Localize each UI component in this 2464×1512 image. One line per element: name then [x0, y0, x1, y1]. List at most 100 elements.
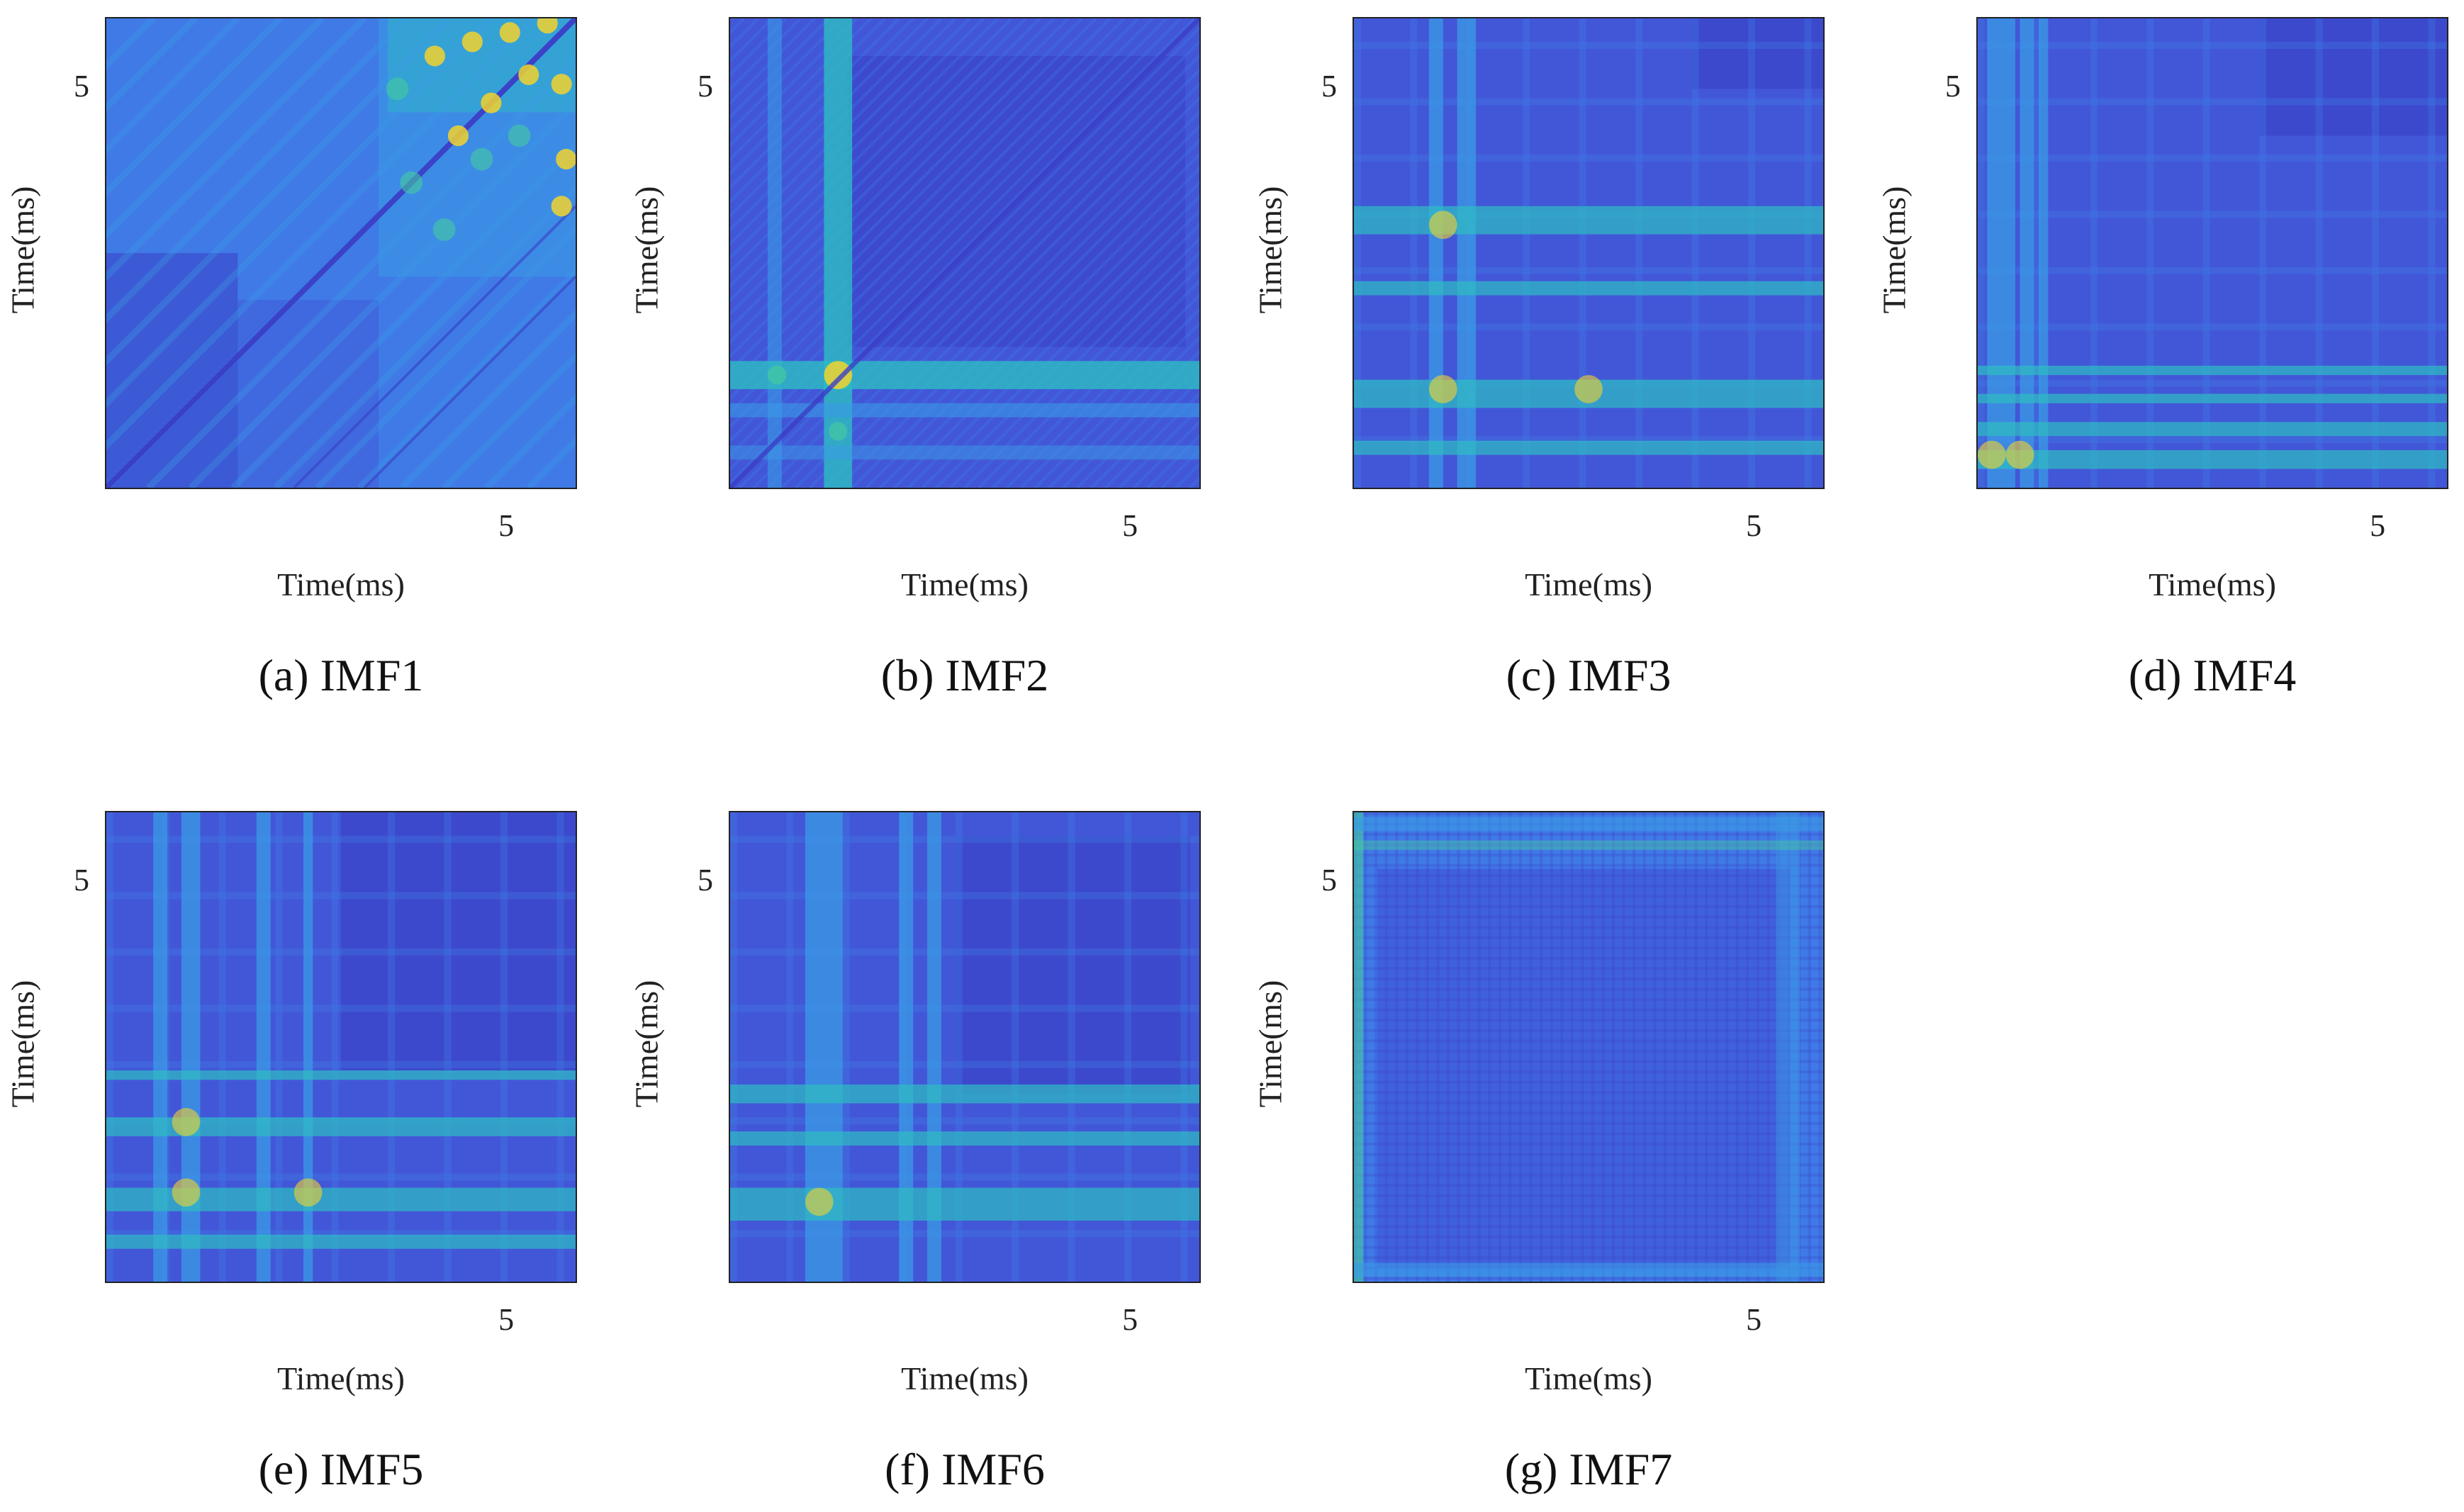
heatmap-hotspot: [461, 31, 483, 52]
heatmap-vertical-band: [1818, 812, 1822, 1282]
heatmap-vertical-band: [1633, 812, 1636, 1282]
heatmap-vertical-band: [1622, 812, 1625, 1282]
heatmap-horizontal-band: [1354, 1008, 1823, 1012]
panel-imf-e: 5 5 Time(ms) Time(ms) (e) IMF5: [0, 794, 610, 1503]
heatmap-plot-area: [1976, 17, 2448, 489]
heatmap-vertical-band: [1804, 18, 1812, 488]
heatmap-hotspot: [551, 196, 572, 217]
heatmap-horizontal-band: [1354, 1225, 1823, 1228]
heatmap-vertical-band: [927, 812, 941, 1282]
heatmap-vertical-band: [556, 812, 564, 1282]
heatmap-horizontal-band: [1354, 978, 1823, 980]
heatmap-vertical-band: [1715, 812, 1718, 1282]
heatmap-horizontal-band: [1354, 843, 1823, 846]
heatmap-vertical-band: [218, 812, 226, 1282]
heatmap-hotspot: [172, 1178, 201, 1207]
heatmap-hotspot: [518, 64, 539, 86]
heatmap-horizontal-band: [1354, 1204, 1823, 1208]
heatmap-vertical-band: [1725, 812, 1729, 1282]
heatmap-diagonal: [106, 18, 536, 450]
heatmap-vertical-band: [1987, 18, 2002, 488]
heatmap-vertical-band: [2202, 18, 2210, 488]
x-axis-label: Time(ms): [1525, 566, 1652, 603]
heatmap-diagonal: [106, 18, 240, 155]
heatmap-diagonal: [730, 18, 943, 232]
heatmap-vertical-band: [2090, 18, 2098, 488]
heatmap-vertical-band: [842, 812, 850, 1282]
recurrence-heatmap: [106, 18, 576, 488]
heatmap-horizontal-band: [1354, 946, 1823, 950]
y-tick-label: 5: [698, 68, 713, 103]
heatmap-hotspot: [424, 45, 445, 67]
panel-imf-b: 5 5 Time(ms) Time(ms) (b) IMF2: [624, 0, 1233, 709]
panel-imf-d: 5 5 Time(ms) Time(ms) (d) IMF4: [1871, 0, 2464, 709]
heatmap-horizontal-band: [1354, 1173, 1823, 1177]
heatmap-plot-area: [729, 17, 1201, 489]
heatmap-vertical-band: [256, 812, 271, 1282]
heatmap-vertical-band: [388, 812, 396, 1282]
heatmap-horizontal-band: [1354, 1214, 1823, 1218]
heatmap-vertical-band: [1591, 812, 1594, 1282]
heatmap-vertical-band: [1395, 812, 1399, 1282]
heatmap-vertical-band: [1529, 812, 1533, 1282]
heatmap-horizontal-band: [106, 1230, 576, 1238]
heatmap-horizontal-band: [1354, 1060, 1823, 1063]
heatmap-horizontal-band: [730, 1117, 1199, 1125]
heatmap-horizontal-band: [730, 361, 1199, 389]
y-axis-label: Time(ms): [4, 186, 41, 314]
heatmap-block: [388, 18, 576, 113]
x-tick-label: 5: [1746, 1302, 1762, 1337]
heatmap-vertical-band: [1540, 812, 1543, 1282]
recurrence-heatmap: [730, 812, 1199, 1282]
heatmap-diagonal: [730, 18, 999, 289]
heatmap-horizontal-band: [1978, 365, 2447, 376]
heatmap-diagonal: [730, 18, 900, 190]
heatmap-horizontal-band: [1354, 440, 1823, 455]
y-tick-label: 5: [1321, 68, 1337, 103]
heatmap-vertical-band: [331, 812, 339, 1282]
heatmap-vertical-band: [1653, 812, 1657, 1282]
heatmap-horizontal-band: [106, 1004, 576, 1012]
heatmap-horizontal-band: [1354, 833, 1823, 836]
recurrence-heatmap: [106, 812, 576, 1282]
heatmap-horizontal-band: [1978, 98, 2447, 106]
heatmap-vertical-band: [1416, 812, 1419, 1282]
heatmap-horizontal-band: [1354, 1277, 1823, 1280]
heatmap-vertical-band: [2034, 18, 2042, 488]
heatmap-horizontal-band: [1978, 436, 2447, 444]
x-tick-label: 5: [1746, 508, 1762, 543]
heatmap-horizontal-band: [106, 1173, 576, 1181]
heatmap-horizontal-band: [1354, 1029, 1823, 1032]
heatmap-vertical-band: [1694, 812, 1698, 1282]
heatmap-block: [1377, 868, 1791, 1268]
recurrence-heatmap: [1354, 18, 1823, 488]
heatmap-hotspot: [481, 92, 502, 113]
heatmap-horizontal-band: [1978, 323, 2447, 331]
heatmap-vertical-band: [1635, 18, 1643, 488]
heatmap-horizontal-band: [1354, 863, 1823, 867]
panel-caption: (f) IMF6: [885, 1444, 1045, 1494]
heatmap-horizontal-band: [730, 948, 1199, 956]
heatmap-horizontal-band: [730, 1131, 1199, 1146]
heatmap-horizontal-band: [1354, 1245, 1823, 1249]
heatmap-horizontal-band: [730, 1084, 1199, 1104]
recurrence-heatmap: [1978, 18, 2447, 488]
y-tick-label: 5: [1321, 862, 1337, 897]
heatmap-hotspot: [293, 1178, 323, 1207]
heatmap-horizontal-band: [1978, 211, 2447, 218]
heatmap-horizontal-band: [1354, 1194, 1823, 1197]
heatmap-horizontal-band: [1354, 895, 1823, 898]
heatmap-vertical-band: [1457, 812, 1460, 1282]
heatmap-plot-area: [1353, 811, 1825, 1283]
x-axis-label: Time(ms): [277, 1360, 405, 1396]
heatmap-vertical-band: [730, 812, 737, 1282]
heatmap-horizontal-band: [1354, 267, 1823, 274]
panel-imf-g: 5 5 Time(ms) Time(ms) (g) IMF7: [1248, 794, 1857, 1503]
heatmap-block: [955, 836, 1190, 1094]
heatmap-vertical-band: [1384, 812, 1388, 1282]
heatmap-horizontal-band: [1978, 379, 2447, 387]
heatmap-hotspot: [447, 125, 469, 147]
heatmap-vertical-band: [1447, 812, 1450, 1282]
heatmap-hotspot: [400, 171, 423, 194]
